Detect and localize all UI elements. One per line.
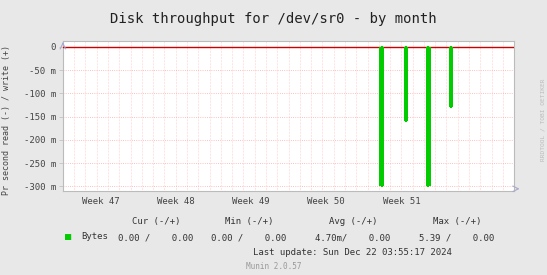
Text: 4.70m/    0.00: 4.70m/ 0.00	[315, 233, 391, 242]
Text: Pr second read (-) / write (+): Pr second read (-) / write (+)	[2, 45, 11, 195]
Text: Week 47: Week 47	[82, 197, 119, 206]
Text: Last update: Sun Dec 22 03:55:17 2024: Last update: Sun Dec 22 03:55:17 2024	[253, 248, 452, 257]
Text: Week 51: Week 51	[382, 197, 420, 206]
Text: Min (-/+): Min (-/+)	[225, 217, 273, 226]
Text: Munin 2.0.57: Munin 2.0.57	[246, 262, 301, 271]
Text: Week 48: Week 48	[157, 197, 195, 206]
Text: 0.00 /    0.00: 0.00 / 0.00	[118, 233, 194, 242]
Text: Disk throughput for /dev/sr0 - by month: Disk throughput for /dev/sr0 - by month	[110, 12, 437, 26]
Text: Avg (-/+): Avg (-/+)	[329, 217, 377, 226]
Text: RRDTOOL / TOBI OETIKER: RRDTOOL / TOBI OETIKER	[540, 78, 545, 161]
Text: Max (-/+): Max (-/+)	[433, 217, 481, 226]
Text: Cur (-/+): Cur (-/+)	[132, 217, 180, 226]
Text: ■: ■	[65, 232, 71, 241]
Text: 0.00 /    0.00: 0.00 / 0.00	[211, 233, 287, 242]
Text: 5.39 /    0.00: 5.39 / 0.00	[419, 233, 494, 242]
Text: Week 49: Week 49	[232, 197, 270, 206]
Text: Week 50: Week 50	[307, 197, 345, 206]
Text: Bytes: Bytes	[81, 232, 108, 241]
